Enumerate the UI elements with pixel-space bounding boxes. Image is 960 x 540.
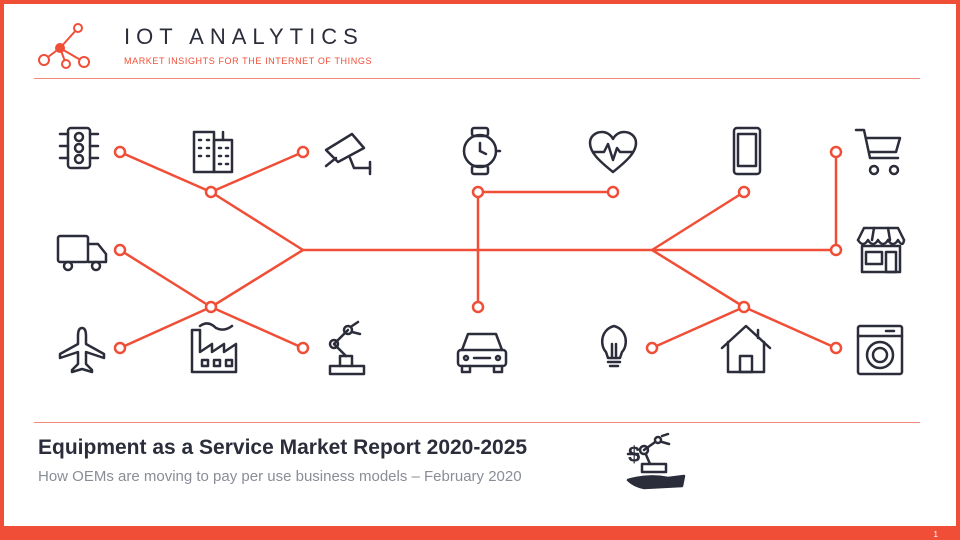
- network-nodes-icon: [38, 23, 90, 69]
- brand-logo: IOT ANALYTICS MARKET INSIGHTS FOR THE IN…: [34, 22, 394, 72]
- connection-nodes: [113, 145, 843, 355]
- traffic-light-icon: [58, 126, 100, 170]
- washing-machine-icon: [856, 324, 904, 376]
- airplane-icon: [58, 326, 106, 374]
- brand-tagline: MARKET INSIGHTS FOR THE INTERNET OF THIN…: [124, 56, 373, 66]
- house-icon: [720, 324, 772, 374]
- smartphone-icon: [732, 126, 762, 176]
- page-number: 1: [933, 530, 938, 539]
- buildings-icon: [192, 130, 234, 174]
- robot-arm-on-hand-dollar-icon: $: [626, 432, 686, 490]
- top-divider: [34, 78, 920, 79]
- light-bulb-icon: [600, 324, 628, 368]
- report-subtitle: How OEMs are moving to pay per use busin…: [38, 468, 522, 485]
- connection-lines: [119, 150, 838, 350]
- security-camera-icon: [324, 132, 372, 176]
- report-title: Equipment as a Service Market Report 202…: [38, 436, 528, 459]
- store-icon: [856, 226, 906, 274]
- shopping-cart-icon: [854, 128, 902, 176]
- heart-rate-icon: [588, 130, 638, 174]
- car-icon: [456, 332, 508, 374]
- smartwatch-icon: [462, 126, 502, 176]
- truck-icon: [56, 234, 108, 272]
- brand-name: IOT ANALYTICS: [124, 24, 364, 49]
- connectivity-diagram: [56, 126, 906, 376]
- factory-icon: [190, 322, 238, 374]
- footer-bar: 1: [4, 526, 956, 540]
- robot-arm-icon: [328, 320, 366, 376]
- bottom-divider: [34, 422, 920, 423]
